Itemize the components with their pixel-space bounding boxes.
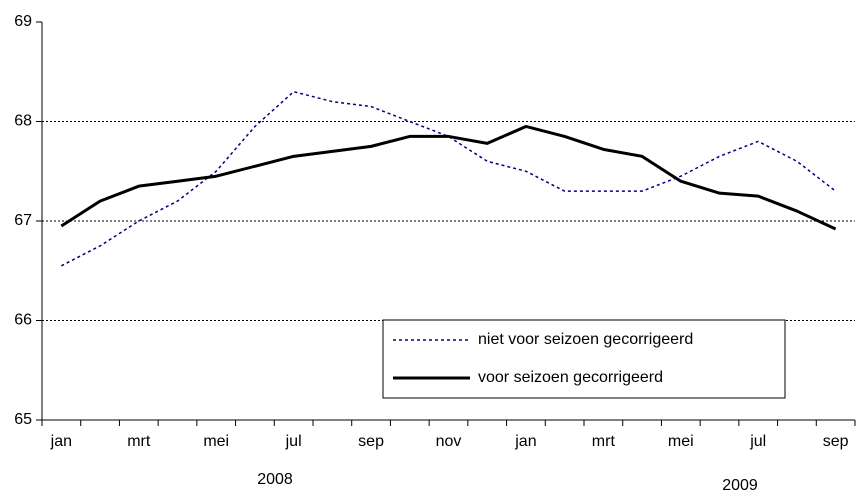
- x-tick-label: jan: [514, 433, 536, 450]
- x-tick-label: sep: [823, 433, 849, 450]
- x-tick-label: mrt: [592, 433, 616, 450]
- x-tick-label: jan: [50, 433, 72, 450]
- y-tick-label: 67: [14, 212, 32, 229]
- x-tick-label: nov: [436, 433, 462, 450]
- x-tick-label: mei: [203, 433, 229, 450]
- series-line: [61, 90, 837, 267]
- x-tick-label: sep: [358, 433, 384, 450]
- legend-box: [382, 319, 786, 399]
- series-line: [60, 124, 837, 231]
- year-label: 2008: [257, 471, 293, 488]
- x-tick-label: jul: [749, 433, 766, 450]
- y-tick-label: 69: [14, 13, 32, 30]
- year-label: 2009: [722, 477, 758, 494]
- legend-label: niet voor seizoen gecorrigeerd: [478, 331, 693, 348]
- y-tick-label: 66: [14, 312, 32, 329]
- x-tick-label: mrt: [127, 433, 151, 450]
- y-tick-label: 68: [14, 113, 32, 130]
- x-tick-label: jul: [285, 433, 302, 450]
- legend-label: voor seizoen gecorrigeerd: [478, 369, 663, 386]
- y-tick-label: 65: [14, 411, 32, 428]
- x-tick-label: mei: [668, 433, 694, 450]
